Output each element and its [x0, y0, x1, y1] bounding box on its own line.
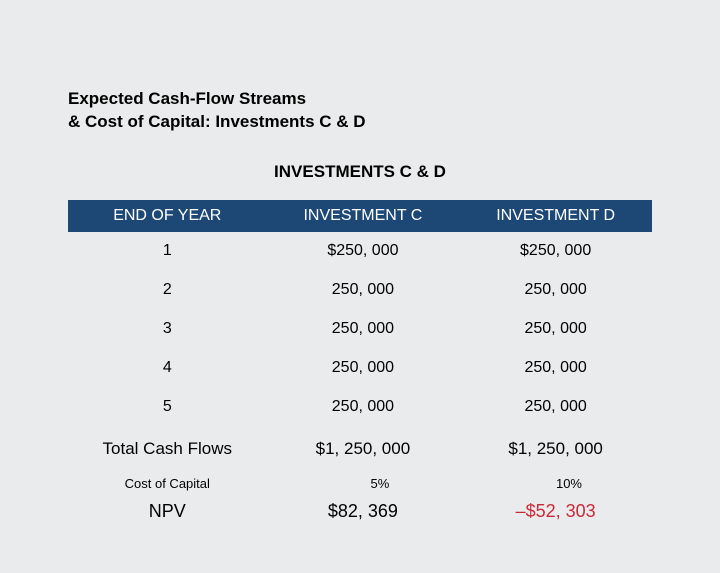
title-line-2: & Cost of Capital: Investments C & D — [68, 111, 652, 134]
total-label: Total Cash Flows — [68, 427, 267, 470]
cell-d: $250, 000 — [459, 232, 652, 271]
cell-d: 250, 000 — [459, 349, 652, 388]
cell-c: $250, 000 — [267, 232, 460, 271]
npv-c: $82, 369 — [267, 497, 460, 533]
slide: Expected Cash-Flow Streams & Cost of Cap… — [0, 0, 720, 573]
cell-d: 250, 000 — [459, 310, 652, 349]
cell-year: 2 — [68, 271, 267, 310]
coc-label: Cost of Capital — [68, 470, 267, 497]
npv-label: NPV — [68, 497, 267, 533]
th-inv-c: INVESTMENT C — [267, 200, 460, 232]
row-npv: NPV $82, 369 –$52, 303 — [68, 497, 652, 533]
row-total: Total Cash Flows $1, 250, 000 $1, 250, 0… — [68, 427, 652, 470]
table-row: 2 250, 000 250, 000 — [68, 271, 652, 310]
cell-year: 4 — [68, 349, 267, 388]
title-line-1: Expected Cash-Flow Streams — [68, 88, 652, 111]
total-c: $1, 250, 000 — [267, 427, 460, 470]
section-title: INVESTMENTS C & D — [68, 162, 652, 182]
coc-d: 10% — [459, 470, 652, 497]
table-row: 1 $250, 000 $250, 000 — [68, 232, 652, 271]
row-cost-of-capital: Cost of Capital 5% 10% — [68, 470, 652, 497]
cell-year: 5 — [68, 388, 267, 427]
cell-year: 1 — [68, 232, 267, 271]
cell-d: 250, 000 — [459, 271, 652, 310]
npv-d: –$52, 303 — [459, 497, 652, 533]
cell-c: 250, 000 — [267, 310, 460, 349]
cell-c: 250, 000 — [267, 388, 460, 427]
slide-title: Expected Cash-Flow Streams & Cost of Cap… — [68, 88, 652, 134]
table-header-row: END OF YEAR INVESTMENT C INVESTMENT D — [68, 200, 652, 232]
th-inv-d: INVESTMENT D — [459, 200, 652, 232]
coc-c: 5% — [267, 470, 460, 497]
table-row: 5 250, 000 250, 000 — [68, 388, 652, 427]
th-year: END OF YEAR — [68, 200, 267, 232]
investments-table: END OF YEAR INVESTMENT C INVESTMENT D 1 … — [68, 200, 652, 533]
table-row: 4 250, 000 250, 000 — [68, 349, 652, 388]
cell-d: 250, 000 — [459, 388, 652, 427]
cell-c: 250, 000 — [267, 271, 460, 310]
cell-c: 250, 000 — [267, 349, 460, 388]
total-d: $1, 250, 000 — [459, 427, 652, 470]
cell-year: 3 — [68, 310, 267, 349]
table-row: 3 250, 000 250, 000 — [68, 310, 652, 349]
